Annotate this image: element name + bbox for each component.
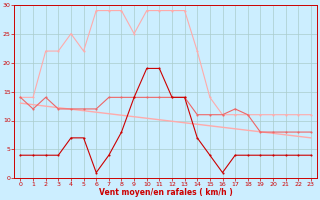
X-axis label: Vent moyen/en rafales ( km/h ): Vent moyen/en rafales ( km/h ) <box>99 188 233 197</box>
